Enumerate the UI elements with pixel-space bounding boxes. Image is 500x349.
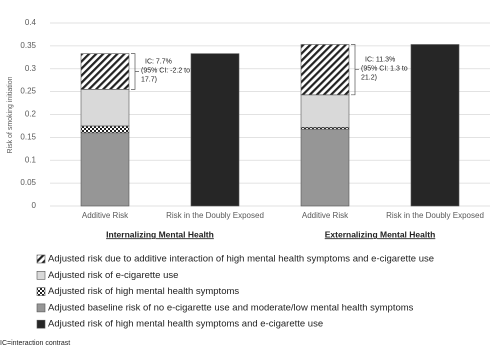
- bar-segment: [80, 132, 130, 207]
- y-tick-label: 0: [32, 201, 37, 210]
- x-tick-label: Risk in the Doubly Exposed: [166, 211, 264, 220]
- bar-segment: [190, 53, 240, 207]
- bar-segment: [300, 128, 350, 207]
- y-axis-label: Risk of smoking initiation: [7, 76, 14, 153]
- bar-segment: [410, 44, 460, 207]
- footnote: IC=interaction contrast: [0, 340, 70, 347]
- annotation: (95% CI: 1.3 to: [361, 66, 408, 73]
- bar-segment: [80, 89, 130, 127]
- y-tick-label: 0.05: [20, 178, 36, 187]
- x-tick-label: Additive Risk: [302, 211, 349, 220]
- y-tick-label: 0.25: [20, 87, 36, 96]
- group-label: Internalizing Mental Health: [106, 229, 214, 239]
- legend-swatch: [36, 270, 46, 280]
- legend-swatch: [36, 303, 46, 313]
- y-tick-label: 0.4: [25, 18, 37, 27]
- annotation: IC: 7.7%: [145, 58, 172, 65]
- legend-swatch: [36, 287, 46, 296]
- x-tick-label: Additive Risk: [82, 211, 129, 220]
- annotation: (95% CI: -2.2 to: [141, 67, 190, 74]
- legend-swatch: [36, 319, 46, 329]
- x-tick-label: Risk in the Doubly Exposed: [386, 211, 484, 220]
- annotation: 17.7): [141, 76, 157, 83]
- bar-segment: [80, 125, 130, 134]
- bar-segment: [80, 53, 130, 90]
- y-tick-label: 0.3: [25, 64, 37, 73]
- y-tick-label: 0.35: [20, 41, 36, 50]
- legend-label: Adjusted risk of high mental health symp…: [48, 319, 323, 330]
- annotation: IC: 11.3%: [365, 57, 395, 64]
- y-tick-label: 0.1: [25, 155, 37, 164]
- legend-label: Adjusted risk of high mental health symp…: [48, 286, 239, 297]
- legend-swatch: [36, 254, 46, 264]
- legend-label: Adjusted risk of e-cigarette use: [48, 270, 178, 281]
- bar-segment: [300, 44, 350, 96]
- bar-segment: [300, 94, 350, 128]
- legend-label: Adjusted risk due to additive interactio…: [48, 254, 434, 265]
- bracket: [351, 44, 359, 96]
- y-tick-label: 0.2: [25, 110, 37, 119]
- bracket: [131, 53, 139, 90]
- legend-label: Adjusted baseline risk of no e-cigarette…: [48, 302, 414, 313]
- annotation: 21.2): [361, 75, 377, 82]
- group-label: Externalizing Mental Health: [325, 229, 436, 239]
- y-tick-label: 0.15: [20, 132, 36, 141]
